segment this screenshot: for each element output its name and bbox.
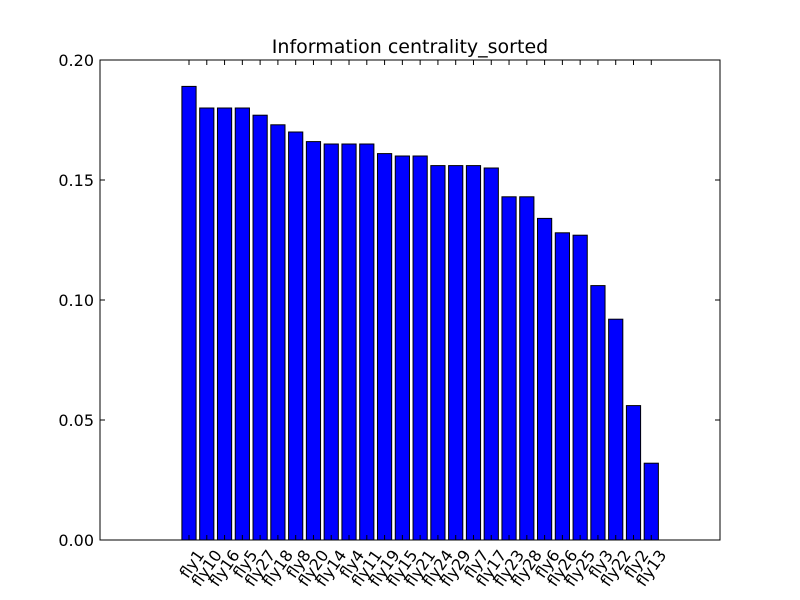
bar-fly7 bbox=[465, 165, 482, 541]
y-axis: 0.00 0.05 0.10 0.15 0.20 bbox=[58, 51, 720, 550]
bar-fly23 bbox=[501, 196, 517, 541]
bar-fly18 bbox=[270, 124, 286, 541]
bar-fly11 bbox=[359, 143, 375, 541]
bar-fly16 bbox=[216, 107, 233, 541]
bar-fly19 bbox=[376, 153, 393, 541]
bar-fly8 bbox=[288, 131, 304, 541]
bar-fly21 bbox=[412, 155, 428, 541]
bar-fly27 bbox=[252, 114, 268, 541]
bar-fly15 bbox=[394, 155, 410, 541]
bar-fly6 bbox=[537, 217, 553, 541]
bar-fly28 bbox=[519, 196, 535, 541]
y-tick-label: 0.15 bbox=[58, 171, 94, 190]
bar-fly13 bbox=[643, 462, 659, 541]
bar-fly20 bbox=[305, 141, 322, 541]
bar-fly2 bbox=[625, 405, 642, 541]
chart-title: Information centrality_sorted bbox=[272, 36, 548, 58]
bar-fly24 bbox=[430, 165, 446, 541]
plot-frame bbox=[99, 59, 721, 541]
bar-fly5 bbox=[234, 107, 250, 541]
bar-fly4 bbox=[341, 143, 357, 541]
y-tick-label: 0.20 bbox=[58, 51, 94, 70]
bars-group bbox=[181, 85, 659, 541]
bar-fly29 bbox=[448, 165, 464, 541]
bar-fly1 bbox=[181, 85, 197, 541]
bar-fly10 bbox=[199, 107, 215, 541]
bar-fly22 bbox=[608, 318, 624, 541]
y-tick-label: 0.10 bbox=[58, 291, 94, 310]
bar-fly14 bbox=[323, 143, 339, 541]
y-tick-label: 0.05 bbox=[58, 411, 94, 430]
bar-fly3 bbox=[590, 285, 606, 541]
y-tick-label: 0.00 bbox=[58, 531, 94, 550]
bar-fly25 bbox=[572, 234, 588, 541]
bar-fly26 bbox=[554, 232, 570, 541]
bar-fly17 bbox=[483, 167, 499, 541]
x-axis: fly1fly10fly16fly5fly27fly18fly8fly20fly… bbox=[175, 60, 670, 590]
